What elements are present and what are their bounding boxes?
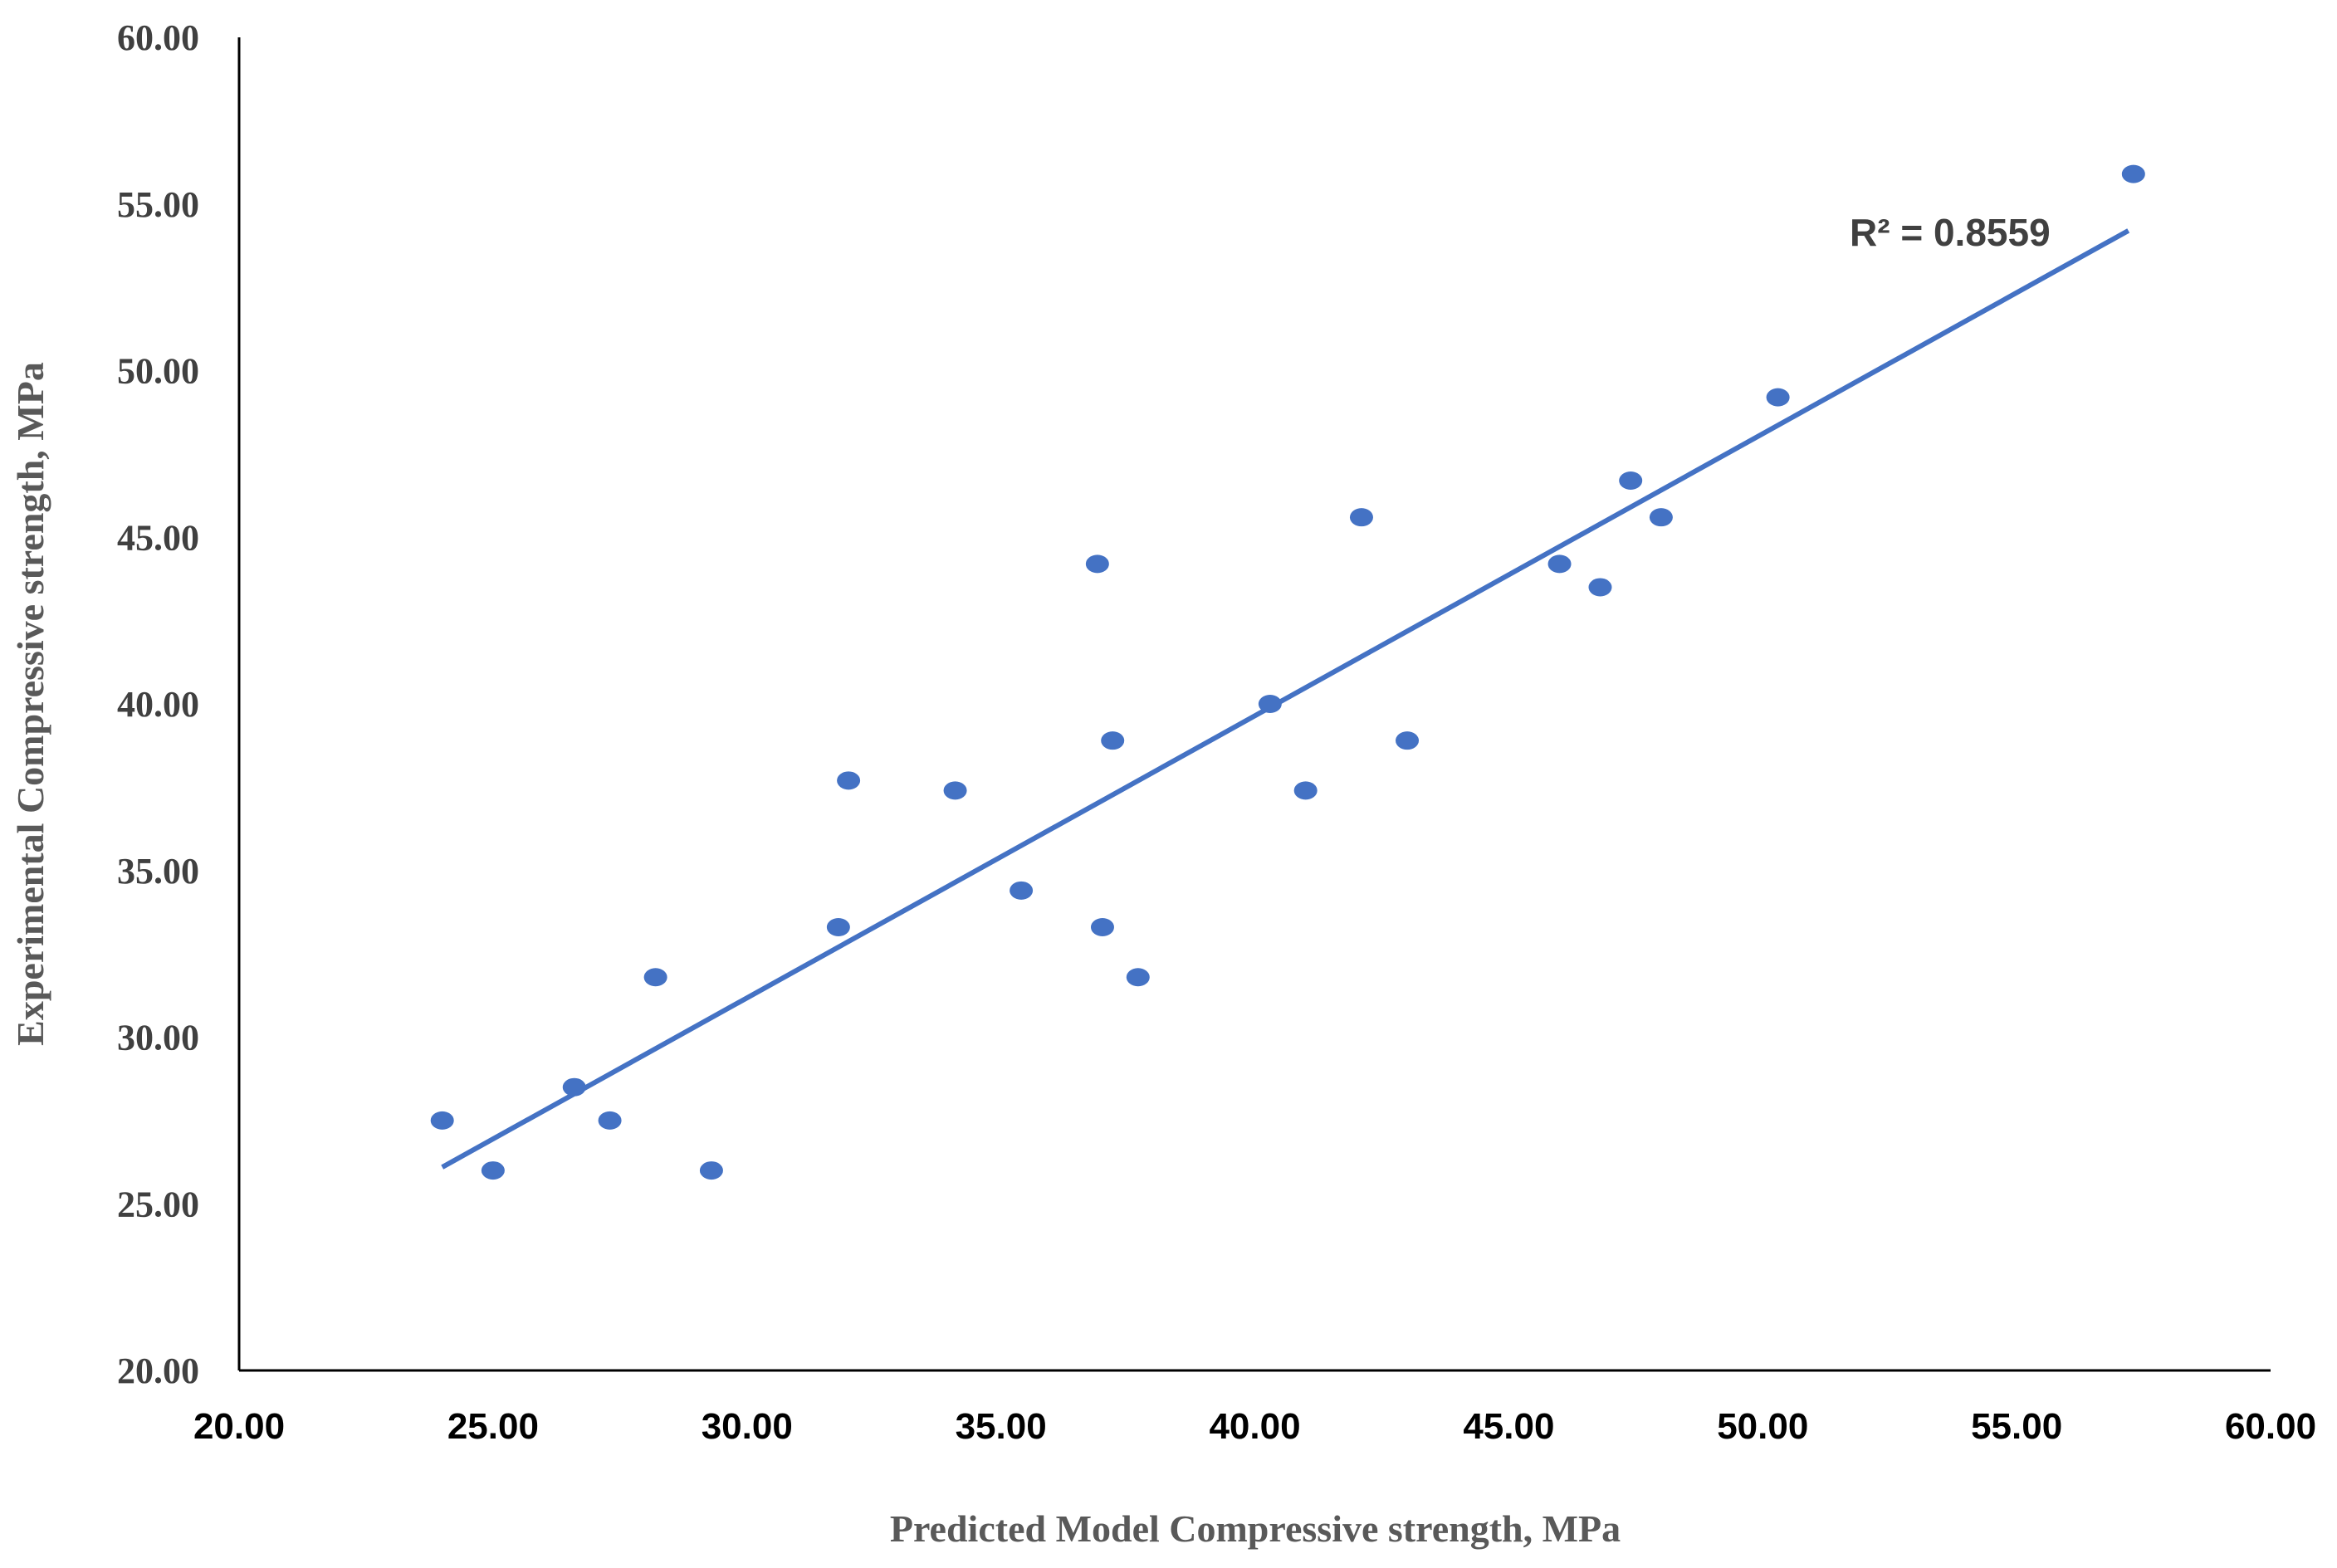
y-axis-title: Experimental Compressive strength, MPa xyxy=(9,362,51,1046)
y-tick-label: 25.00 xyxy=(117,1184,199,1224)
x-axis-title: Predicted Model Compressive strength, MP… xyxy=(890,1507,1621,1550)
y-tick-label: 55.00 xyxy=(117,184,199,225)
data-point xyxy=(1090,918,1114,937)
data-point xyxy=(2121,164,2145,183)
data-point xyxy=(943,781,967,800)
x-tick-label: 45.00 xyxy=(1463,1406,1554,1447)
data-point xyxy=(1619,471,1643,490)
y-tick-label: 50.00 xyxy=(117,351,199,392)
x-tick-label: 25.00 xyxy=(447,1406,539,1447)
data-point xyxy=(837,771,861,790)
trendline xyxy=(441,228,2130,1170)
data-point xyxy=(1126,968,1150,987)
x-tick-label: 20.00 xyxy=(193,1406,285,1447)
data-point xyxy=(1293,781,1318,800)
r-squared-label: R² = 0.8559 xyxy=(1850,211,2051,254)
y-tick-label: 40.00 xyxy=(117,684,199,725)
x-tick-label: 60.00 xyxy=(2225,1406,2316,1447)
data-point xyxy=(1547,554,1572,574)
x-tick-label: 35.00 xyxy=(956,1406,1047,1447)
axes xyxy=(237,37,2271,1372)
y-tick-labels: 20.00 25.00 30.00 35.00 40.00 45.00 50.00 55.00… xyxy=(117,17,199,1391)
data-point xyxy=(1588,578,1612,597)
data-point xyxy=(430,1111,454,1130)
y-tick-label: 35.00 xyxy=(117,851,199,891)
data-point xyxy=(598,1111,622,1130)
data-point xyxy=(1649,508,1673,527)
data-point xyxy=(1766,388,1790,407)
y-tick-label: 30.00 xyxy=(117,1018,199,1058)
x-tick-label: 30.00 xyxy=(702,1406,793,1447)
data-point xyxy=(826,918,850,937)
x-tick-label: 55.00 xyxy=(1971,1406,2062,1447)
trendline-group xyxy=(441,228,2130,1170)
data-point xyxy=(1010,881,1034,900)
data-point xyxy=(1258,695,1282,713)
data-point xyxy=(643,968,667,987)
data-point xyxy=(562,1077,586,1097)
data-point xyxy=(1085,554,1109,574)
data-point xyxy=(699,1161,723,1180)
y-tick-label: 45.00 xyxy=(117,517,199,558)
x-tick-label: 40.00 xyxy=(1209,1406,1300,1447)
data-point xyxy=(1349,508,1373,527)
data-point xyxy=(1396,731,1420,750)
y-tick-label: 60.00 xyxy=(117,17,199,58)
x-tick-label: 50.00 xyxy=(1717,1406,1808,1447)
data-point xyxy=(1101,731,1125,750)
y-tick-label: 20.00 xyxy=(117,1351,199,1391)
x-tick-labels: 20.00 25.00 30.00 35.00 40.00 45.00 50.00 55.00… xyxy=(193,1406,2316,1447)
data-point xyxy=(481,1161,505,1180)
data-points xyxy=(430,164,2145,1180)
